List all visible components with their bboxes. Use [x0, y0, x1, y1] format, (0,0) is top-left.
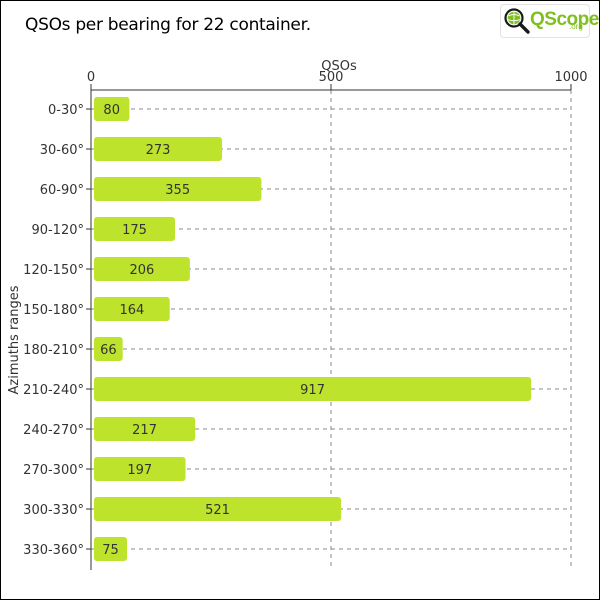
category-label-3: 90-120° [31, 223, 84, 238]
bar-5 [94, 297, 170, 321]
x-tick-label-0: 0 [87, 70, 95, 85]
bar-value-label-1: 273 [146, 143, 171, 158]
category-label-1: 30-60° [40, 143, 84, 158]
bar-9 [94, 457, 186, 481]
bar-1 [94, 137, 223, 161]
bar-value-label-7: 917 [300, 383, 325, 398]
bar-value-label-11: 75 [102, 543, 119, 558]
logo-suffix: .org [569, 22, 583, 31]
bar-value-label-2: 355 [165, 183, 190, 198]
bar-value-label-3: 175 [122, 223, 147, 238]
bar-10 [94, 497, 342, 521]
bar-value-label-0: 80 [103, 103, 120, 118]
bar-7 [94, 377, 532, 401]
bar-value-label-5: 164 [119, 303, 144, 318]
bar-3 [94, 217, 175, 241]
bar-value-label-4: 206 [130, 263, 155, 278]
y-axis-title: Azimuths ranges [7, 285, 22, 394]
category-label-7: 210-240° [23, 383, 84, 398]
category-label-0: 0-30° [48, 103, 84, 118]
magnifier-globe-icon [504, 8, 530, 34]
bar-2 [94, 177, 262, 201]
category-label-5: 150-180° [23, 303, 84, 318]
category-label-6: 180-210° [23, 343, 84, 358]
qscope-logo: QScope .org [500, 4, 599, 38]
bar-8 [94, 417, 196, 441]
category-label-8: 240-270° [23, 423, 84, 438]
bar-6 [94, 337, 123, 361]
bar-value-label-9: 197 [127, 463, 152, 478]
category-label-9: 270-300° [23, 463, 84, 478]
bar-value-label-10: 521 [205, 503, 230, 518]
bar-4 [94, 257, 190, 281]
bar-0 [94, 97, 130, 121]
bar-value-label-8: 217 [132, 423, 157, 438]
x-tick-label-2: 1000 [554, 70, 587, 85]
category-label-10: 300-330° [23, 503, 84, 518]
category-label-4: 120-150° [23, 263, 84, 278]
logo-name: QScope [530, 9, 599, 30]
x-tick-label-1: 500 [319, 70, 344, 85]
category-label-11: 330-360° [23, 543, 84, 558]
chart-title: QSOs per bearing for 22 container. [25, 15, 311, 35]
bar-value-label-6: 66 [100, 343, 117, 358]
x-axis-title: QSOs [321, 59, 357, 74]
bar-11 [94, 537, 127, 561]
category-label-2: 60-90° [40, 183, 84, 198]
